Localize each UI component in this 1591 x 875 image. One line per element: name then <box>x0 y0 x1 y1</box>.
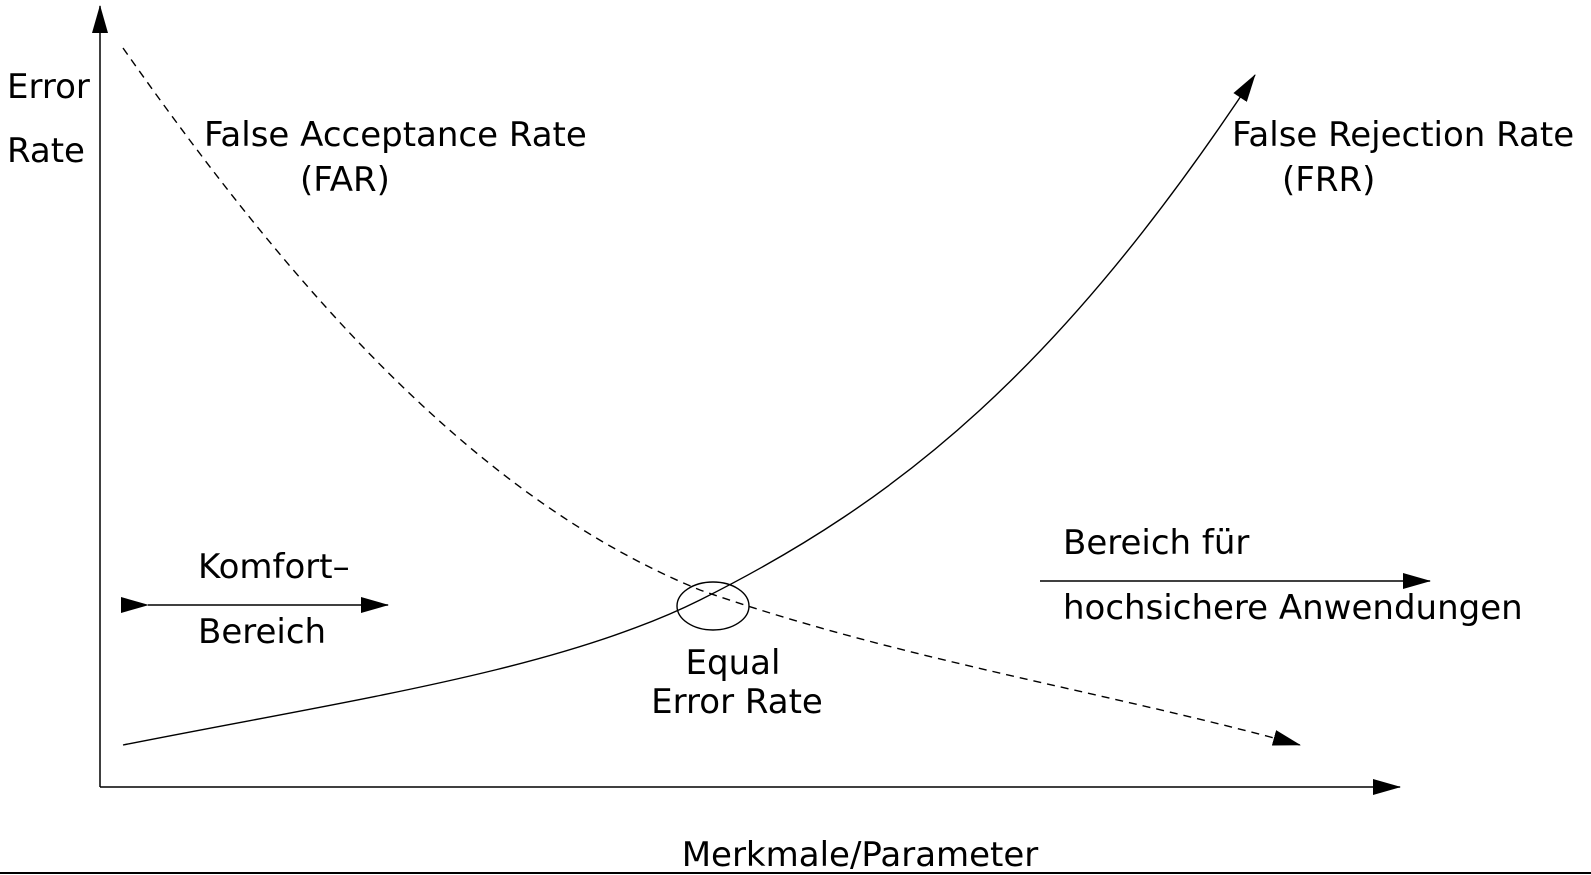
frr-curve <box>122 74 1256 746</box>
eer-ellipse <box>676 581 750 631</box>
frr-label-line1: False Rejection Rate <box>1232 115 1574 155</box>
eer-label-line1: Equal <box>686 643 781 683</box>
x-axis-label: Merkmale/Parameter <box>682 835 1039 875</box>
frr-label-line2: (FRR) <box>1282 160 1375 200</box>
comfort-label-line2: Bereich <box>198 612 326 652</box>
eer-label-line2: Error Rate <box>651 682 823 722</box>
y-axis-label-line1: Error <box>7 67 90 107</box>
secure-label-line1: Bereich für <box>1063 523 1249 563</box>
y-axis-label-line2: Rate <box>7 131 85 171</box>
far-label-line1: False Acceptance Rate <box>204 115 587 155</box>
far-curve <box>122 47 1301 746</box>
secure-label-line2: hochsichere Anwendungen <box>1063 588 1523 628</box>
comfort-label-line1: Komfort– <box>198 547 350 587</box>
far-label-line2: (FAR) <box>300 160 390 200</box>
